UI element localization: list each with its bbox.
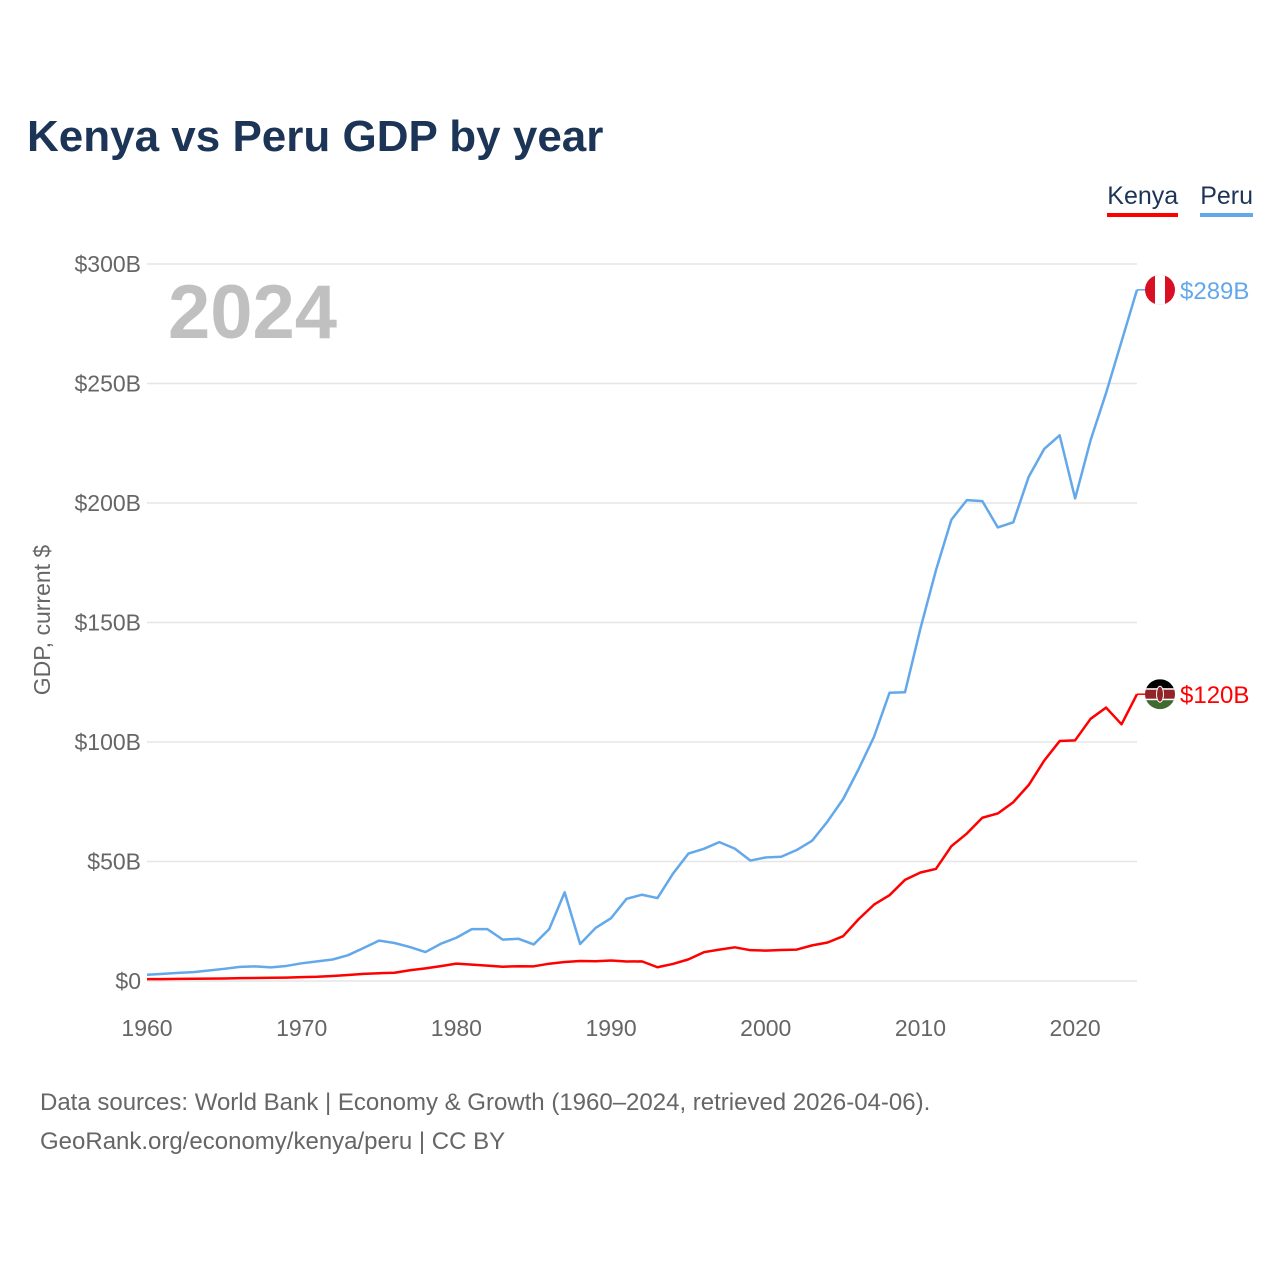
legend-peru[interactable]: Peru bbox=[1200, 182, 1253, 217]
x-tick-label: 1990 bbox=[585, 1015, 636, 1041]
series-line-kenya bbox=[147, 693, 1139, 981]
x-tick-label: 2000 bbox=[740, 1015, 791, 1041]
end-value-label: $120B bbox=[1180, 682, 1249, 709]
source-line-1: Data sources: World Bank | Economy & Gro… bbox=[40, 1089, 931, 1116]
kenya-flag-icon bbox=[1145, 679, 1175, 710]
y-tick-label: $300B bbox=[74, 251, 141, 277]
y-tick-label: $250B bbox=[74, 371, 141, 397]
chart-title: Kenya vs Peru GDP by year bbox=[27, 112, 604, 161]
y-tick-label: $150B bbox=[74, 610, 141, 636]
y-tick-label: $200B bbox=[74, 490, 141, 516]
x-tick-label: 1970 bbox=[276, 1015, 327, 1041]
year-label: 2024 bbox=[168, 270, 337, 355]
peru-flag-icon bbox=[1145, 274, 1175, 305]
x-tick-label: 2020 bbox=[1050, 1015, 1101, 1041]
x-tick-label: 1960 bbox=[121, 1015, 172, 1041]
x-tick-label: 2010 bbox=[895, 1015, 946, 1041]
legend-kenya[interactable]: Kenya bbox=[1107, 182, 1179, 217]
source-note: Data sources: World Bank | Economy & Gro… bbox=[40, 1083, 930, 1161]
y-tick-label: $100B bbox=[74, 729, 141, 755]
legend: Kenya Peru bbox=[1107, 182, 1253, 217]
y-tick-label: $0 bbox=[115, 968, 141, 994]
y-axis-label: GDP, current $ bbox=[29, 545, 55, 696]
y-tick-label: $50B bbox=[87, 849, 141, 875]
x-tick-label: 1980 bbox=[431, 1015, 482, 1041]
series-line-peru bbox=[146, 289, 1139, 977]
source-line-2[interactable]: GeoRank.org/economy/kenya/peru | CC BY bbox=[40, 1128, 506, 1155]
end-value-label: $289B bbox=[1180, 278, 1249, 305]
